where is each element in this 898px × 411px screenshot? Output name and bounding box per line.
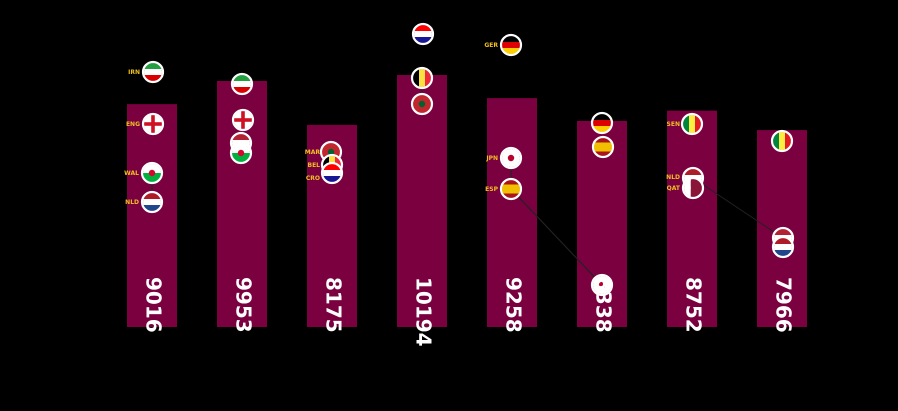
flag-irn-icon: [141, 60, 165, 84]
flag-sen-icon: [770, 129, 794, 153]
flag-jpn-icon: [499, 146, 523, 170]
flag-cro-icon: [320, 161, 344, 185]
flag-wal-icon: [229, 141, 253, 165]
flag-esp-icon: [591, 135, 615, 159]
flag-esp-icon: [499, 177, 523, 201]
flag-ger-icon: [590, 111, 614, 135]
flag-nld-icon: [140, 190, 164, 214]
value-labels-layer: 9016 9953 8175 10194 9258 8338 8752 7966: [142, 277, 796, 347]
bar-value-label: 8338: [592, 277, 616, 333]
team-code-label: WAL: [124, 170, 139, 177]
flag-nld-icon: [771, 235, 795, 259]
bar-value-label: 9258: [502, 277, 526, 333]
flag-cro-icon: [411, 22, 435, 46]
team-code-label: GER: [484, 42, 498, 49]
bar-value-label: 7966: [772, 277, 796, 333]
team-code-label: JPN: [485, 155, 498, 162]
flags-layer: [140, 22, 795, 297]
team-code-label: IRN: [128, 69, 140, 76]
flag-wal-icon: [140, 161, 164, 185]
team-code-label: NLD: [125, 199, 139, 206]
team-code-label: ESP: [485, 186, 498, 193]
flag-mar-icon: [410, 92, 434, 116]
flag-ger-icon: [499, 33, 523, 57]
flag-eng-icon: [141, 112, 165, 136]
team-code-label: SEN: [667, 121, 680, 128]
flag-irn-icon: [230, 72, 254, 96]
bar-value-label: 10194: [412, 277, 436, 347]
bar-value-label: 8752: [682, 277, 706, 333]
bar: [127, 104, 177, 327]
flag-eng-icon: [231, 108, 255, 132]
team-code-label: NLD: [666, 174, 680, 181]
team-code-label: BEL: [308, 162, 321, 169]
team-code-label: CRO: [306, 175, 320, 182]
connector-line: [692, 177, 784, 239]
flag-jpn-icon: [590, 273, 614, 297]
connector-line: [510, 188, 603, 286]
bar-value-label: 8175: [322, 277, 346, 333]
bar: [667, 110, 717, 327]
bar-value-label: 9953: [232, 277, 256, 333]
bar: [397, 75, 447, 327]
bars-layer: [127, 75, 807, 328]
team-codes-layer: IRN ENG WAL NLD MAR BEL CRO GER JPN ESP SEN NLD QAT: [124, 42, 681, 206]
bar-value-label: 9016: [142, 277, 166, 333]
team-code-label: MAR: [305, 149, 321, 156]
team-code-label: QAT: [667, 185, 681, 192]
flag-bel-icon: [410, 66, 434, 90]
team-code-label: ENG: [126, 121, 140, 128]
bar: [487, 98, 537, 328]
flag-sen-icon: [680, 112, 704, 136]
flag-qat-icon: [681, 176, 705, 200]
